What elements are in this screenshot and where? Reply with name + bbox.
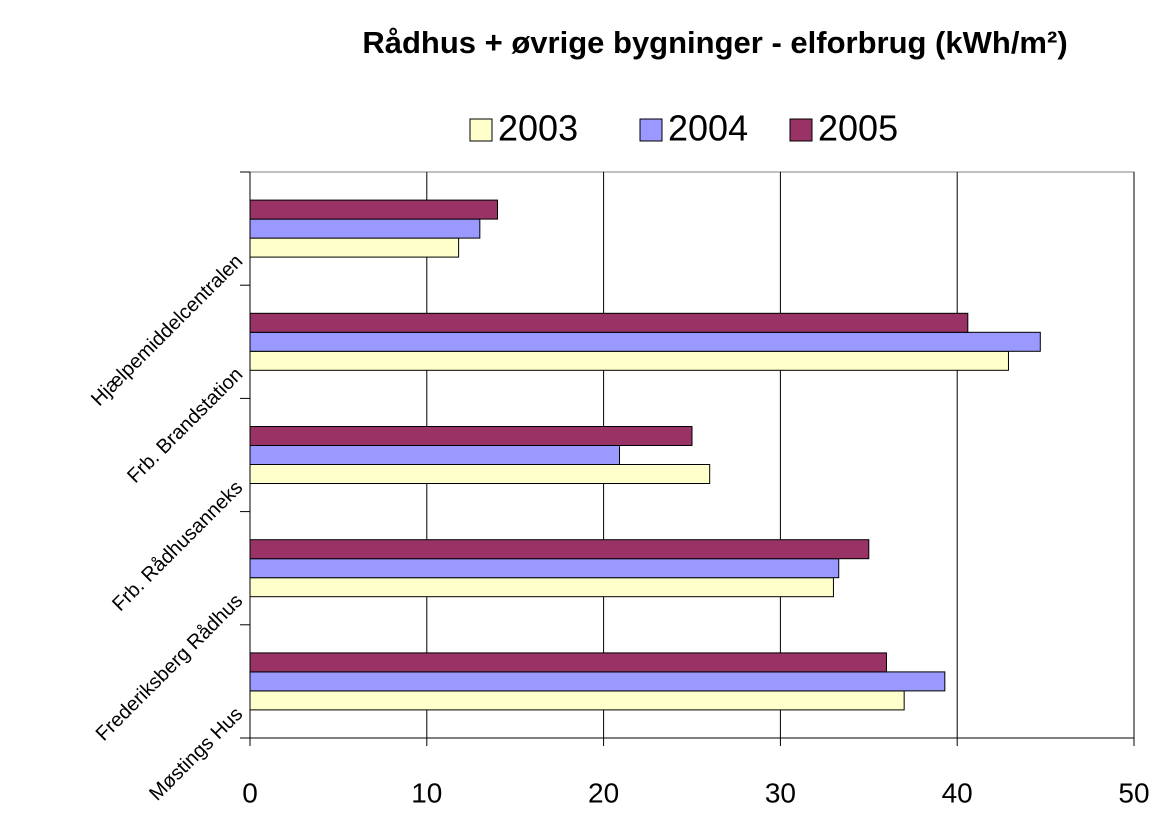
bar [249, 218, 481, 239]
bar [249, 690, 905, 711]
x-tick-label: 0 [242, 777, 258, 808]
legend-label: 2005 [818, 108, 898, 149]
x-tick-label: 30 [765, 777, 796, 808]
x-tick-label: 10 [411, 777, 442, 808]
bar [249, 671, 946, 692]
bar [249, 558, 840, 579]
bar [249, 577, 834, 598]
bar [249, 652, 887, 673]
bar [249, 426, 693, 446]
bar [249, 312, 969, 333]
legend-swatch [469, 118, 493, 142]
y-tick-label: Møstings Hus [145, 703, 247, 805]
bar [249, 350, 1009, 371]
bar [249, 464, 711, 484]
x-tick-label: 50 [1118, 777, 1149, 808]
bar [249, 237, 460, 258]
chart-title: Rådhus + øvrige bygninger - elforbrug (k… [362, 25, 1067, 60]
legend-swatch [639, 118, 663, 142]
legend-swatch [789, 118, 813, 142]
x-tick-label: 20 [588, 777, 619, 808]
bar [249, 445, 621, 465]
x-tick-label: 40 [942, 777, 973, 808]
y-tick-label: Frb. Brandstation [123, 364, 247, 488]
bar [249, 199, 499, 220]
bar [249, 539, 870, 560]
bar [249, 331, 1041, 352]
legend-label: 2004 [668, 108, 748, 149]
legend-label: 2003 [498, 108, 578, 149]
